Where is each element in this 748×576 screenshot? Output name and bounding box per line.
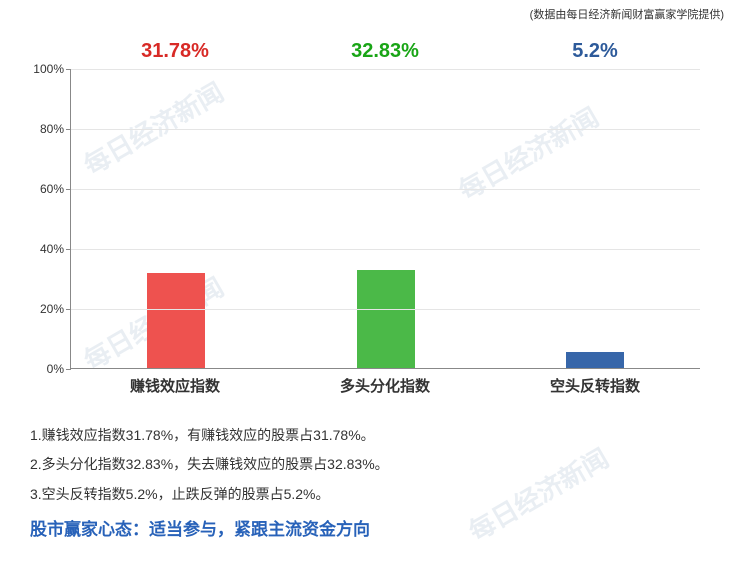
bar-value-label: 5.2% [490, 40, 700, 63]
x-tick-label: 赚钱效应指数 [70, 375, 280, 396]
y-tick-label: 20% [40, 302, 64, 316]
y-tick [66, 189, 71, 190]
chart-plot-area [70, 69, 700, 369]
gridline [71, 69, 700, 70]
bar-slot [281, 69, 491, 368]
bar-slot [71, 69, 281, 368]
gridline [71, 249, 700, 250]
bar-value-label: 32.83% [280, 40, 490, 63]
y-tick-label: 40% [40, 242, 64, 256]
bar [147, 273, 205, 368]
x-axis-labels: 赚钱效应指数多头分化指数空头反转指数 [70, 375, 700, 396]
data-source-note: (数据由每日经济新闻财富赢家学院提供) [0, 0, 748, 22]
y-tick-label: 100% [33, 62, 64, 76]
note-line: 3.空头反转指数5.2%，止跌反弹的股票占5.2%。 [30, 480, 748, 509]
summary-line: 股市赢家心态：适当参与，紧跟主流资金方向 [0, 509, 748, 540]
gridline [71, 309, 700, 310]
bar-chart: 每日经济新闻 每日经济新闻 每日经济新闻 0%20%40%60%80%100% … [20, 69, 720, 399]
bars-container [71, 69, 700, 368]
y-tick-label: 60% [40, 182, 64, 196]
note-line: 2.多头分化指数32.83%，失去赚钱效应的股票占32.83%。 [30, 450, 748, 479]
y-tick [66, 309, 71, 310]
note-line: 1.赚钱效应指数31.78%，有赚钱效应的股票占31.78%。 [30, 421, 748, 450]
gridline [71, 189, 700, 190]
x-tick-label: 多头分化指数 [280, 375, 490, 396]
y-tick [66, 129, 71, 130]
y-tick-label: 0% [47, 362, 64, 376]
gridline [71, 129, 700, 130]
bar-slot [490, 69, 700, 368]
bar-value-label: 31.78% [70, 40, 280, 63]
bar [566, 352, 624, 368]
y-tick [66, 369, 71, 370]
value-labels-row: 31.78%32.83%5.2% [0, 22, 700, 69]
chart-notes: 1.赚钱效应指数31.78%，有赚钱效应的股票占31.78%。2.多头分化指数3… [0, 399, 748, 509]
y-tick [66, 69, 71, 70]
y-axis-labels: 0%20%40%60%80%100% [20, 69, 70, 369]
y-tick [66, 249, 71, 250]
x-tick-label: 空头反转指数 [490, 375, 700, 396]
y-tick-label: 80% [40, 122, 64, 136]
bar [357, 270, 415, 368]
